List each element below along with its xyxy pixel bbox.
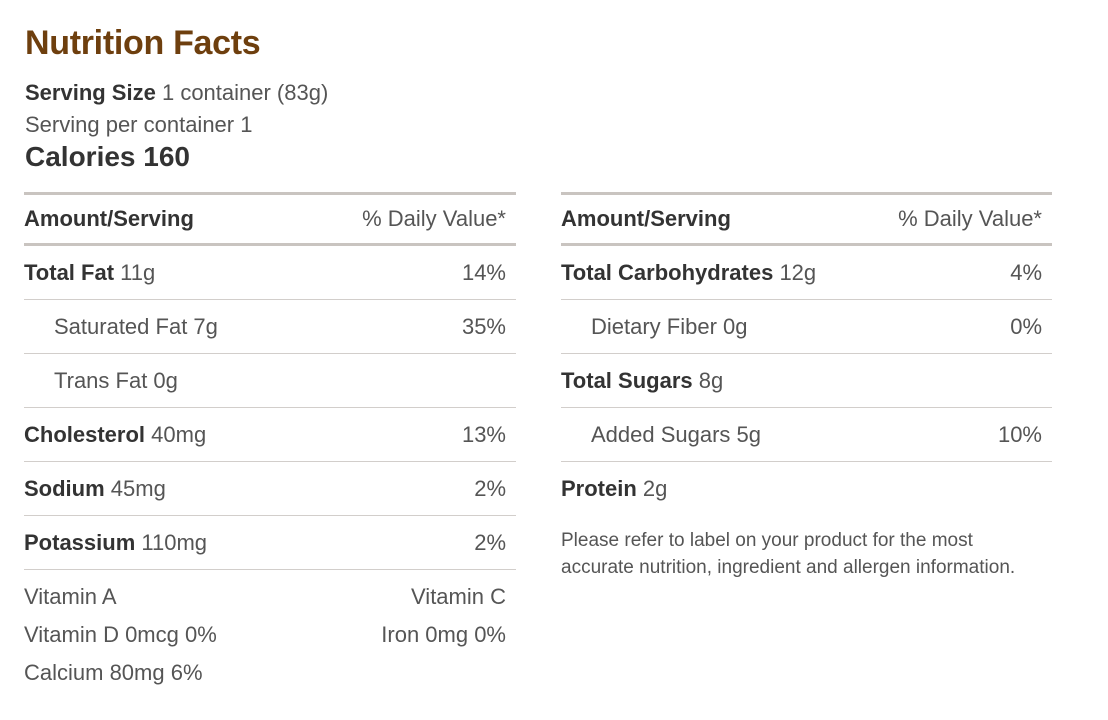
nutrient-amount: 11g <box>120 259 156 285</box>
row-added-sugars: Added Sugars 5g 10% <box>561 408 1052 462</box>
row-total-carbohydrates: Total Carbohydrates 12g 4% <box>561 246 1052 300</box>
nutrient-dv: 10% <box>997 421 1042 447</box>
nutrient-amount: 110mg <box>141 529 208 555</box>
nutrient-amount: 12g <box>779 259 817 285</box>
page-title: Nutrition Facts <box>25 24 261 62</box>
nutrient-amount: Added Sugars 5g <box>591 421 762 447</box>
nutrient-dv: 2% <box>474 529 506 555</box>
nutrient-amount: 45mg <box>110 475 166 501</box>
vitamin-right: Vitamin C <box>411 584 506 609</box>
row-protein: Protein 2g <box>561 462 1052 516</box>
row-dietary-fiber: Dietary Fiber 0g 0% <box>561 300 1052 354</box>
nutrient-name: Sodium <box>24 475 105 501</box>
nutrient-name: Total Sugars <box>561 367 693 393</box>
amount-serving-header: Amount/Serving <box>561 206 731 231</box>
nutrient-amount: Trans Fat 0g <box>54 367 178 393</box>
nutrient-dv: 4% <box>1010 259 1042 285</box>
serving-size-label: Serving Size <box>25 80 156 105</box>
daily-value-header: % Daily Value* <box>362 206 506 231</box>
row-sodium: Sodium 45mg 2% <box>24 462 516 516</box>
vitamin-right: Iron 0mg 0% <box>381 622 506 647</box>
serving-size: Serving Size 1 container (83g) <box>25 80 328 106</box>
row-potassium: Potassium 110mg 2% <box>24 516 516 570</box>
calories: Calories 160 <box>25 141 190 172</box>
nutrient-amount: Saturated Fat 7g <box>54 313 218 339</box>
nutrient-dv: 2% <box>474 475 506 501</box>
vitamin-left: Vitamin A <box>24 584 117 609</box>
nutrient-amount: 40mg <box>151 421 207 447</box>
daily-value-header: % Daily Value* <box>898 206 1042 231</box>
row-cholesterol: Cholesterol 40mg 13% <box>24 408 516 462</box>
row-total-sugars: Total Sugars 8g <box>561 354 1052 408</box>
nutrient-dv: 14% <box>461 259 506 285</box>
nutrient-name: Total Fat <box>24 259 115 285</box>
nutrient-amount: 8g <box>698 367 724 393</box>
nutrient-dv: 35% <box>461 313 506 339</box>
row-saturated-fat: Saturated Fat 7g 35% <box>24 300 516 354</box>
serving-size-value: 1 container (83g) <box>161 80 329 105</box>
nutrient-name: Total Carbohydrates <box>561 259 774 285</box>
row-total-fat: Total Fat 11g 14% <box>24 246 516 300</box>
table-header: Amount/Serving % Daily Value* <box>24 192 516 246</box>
nutrient-name: Potassium <box>24 529 136 555</box>
amount-serving-header: Amount/Serving <box>24 206 194 231</box>
vitamin-left: Calcium 80mg 6% <box>24 660 203 685</box>
nutrition-table-right: Amount/Serving % Daily Value* Total Carb… <box>561 192 1052 516</box>
nutrient-dv: 13% <box>461 421 506 447</box>
table-header: Amount/Serving % Daily Value* <box>561 192 1052 246</box>
nutrient-name: Cholesterol <box>24 421 146 447</box>
vitamin-left: Vitamin D 0mcg 0% <box>24 622 217 647</box>
disclaimer-text: Please refer to label on your product fo… <box>561 530 1016 578</box>
nutrition-table-left: Amount/Serving % Daily Value* Total Fat … <box>24 192 516 692</box>
vitamin-row: Vitamin D 0mcg 0% Iron 0mg 0% <box>24 616 516 654</box>
nutrient-amount: 2g <box>642 476 668 501</box>
nutrient-name: Protein <box>561 476 637 501</box>
servings-per-container: Serving per container 1 <box>25 112 253 137</box>
nutrient-amount: Dietary Fiber 0g <box>591 313 748 339</box>
row-trans-fat: Trans Fat 0g <box>24 354 516 408</box>
vitamin-row: Calcium 80mg 6% <box>24 654 516 692</box>
vitamin-row: Vitamin A Vitamin C <box>24 578 516 616</box>
nutrient-dv: 0% <box>1010 313 1042 339</box>
